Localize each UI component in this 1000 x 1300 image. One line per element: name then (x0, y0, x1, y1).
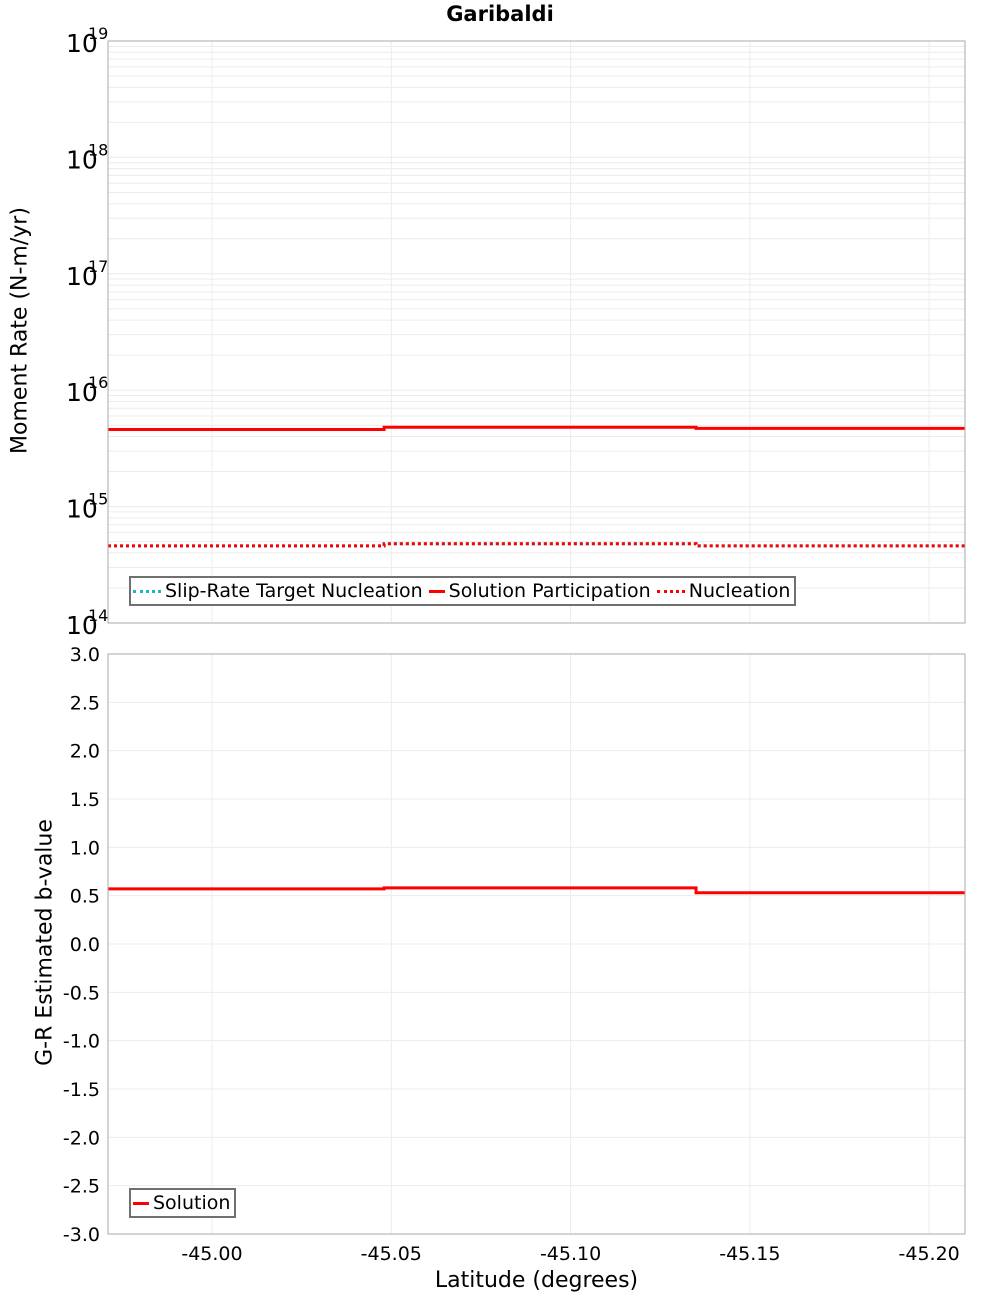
solid-line-swatch-icon (428, 589, 445, 593)
x-axis-label: Latitude (degrees) (434, 1268, 639, 1293)
y-tick-exponent: 14 (88, 606, 108, 625)
y-tick-label: 10 (66, 378, 98, 407)
bottom-legend: Solution (129, 1188, 237, 1218)
dotted-line-swatch-icon (656, 589, 685, 593)
y-tick-label: 10 (66, 29, 98, 58)
series-line (108, 886, 965, 895)
y-tick-label: 0.0 (70, 934, 100, 956)
legend-label: Solution (153, 1192, 231, 1214)
y-tick-label: 10 (66, 145, 98, 174)
y-tick-exponent: 16 (88, 373, 108, 392)
y-tick-label: -1.5 (63, 1079, 100, 1101)
x-tick-label: -45.05 (361, 1243, 422, 1265)
y-tick-label: -2.0 (63, 1127, 100, 1149)
legend-item-slip-rate-target: Slip-Rate Target Nucleation (133, 580, 423, 602)
legend-item-solution-participation: Solution Participation (428, 580, 651, 602)
y-tick-label: 1.5 (70, 789, 100, 811)
x-tick-label: -45.10 (540, 1243, 601, 1265)
y-tick-exponent: 18 (88, 140, 108, 159)
y-tick-label: 10 (66, 495, 98, 524)
dotted-line-swatch-icon (133, 589, 161, 593)
y-tick-exponent: 15 (88, 490, 108, 509)
y-tick-label: 1.0 (70, 837, 100, 859)
chart-title: Garibaldi (446, 2, 554, 26)
top-y-axis-label: Moment Rate (N-m/yr) (7, 207, 33, 454)
bottom-y-axis-label: G-R Estimated b-value (32, 819, 58, 1066)
bottom-plot: 3.0 2.5 2.0 1.5 1.0 0.5 0.0 -0.5 -1.0 -1.5 -2.0 -2.… (63, 644, 966, 1265)
series-line (108, 542, 965, 548)
x-tick-label: -45.15 (719, 1243, 780, 1265)
x-tick-label: -45.00 (181, 1243, 242, 1265)
y-tick-label: 10 (66, 262, 98, 291)
series-line (108, 425, 965, 431)
x-tick-label: -45.20 (899, 1243, 960, 1265)
y-tick-exponent: 19 (88, 24, 108, 43)
y-tick-label: 3.0 (70, 644, 100, 666)
y-tick-label: 10 (66, 611, 98, 640)
y-tick-label: 0.5 (70, 886, 100, 908)
y-tick-label: 2.0 (70, 741, 100, 763)
y-tick-label: -1.0 (63, 1031, 100, 1053)
legend-label: Solution Participation (448, 580, 651, 602)
y-tick-label: 2.5 (70, 692, 100, 714)
solid-line-swatch-icon (133, 1201, 149, 1205)
y-tick-exponent: 17 (88, 257, 108, 276)
legend-label: Nucleation (688, 580, 791, 602)
legend-item-nucleation: Nucleation (656, 580, 791, 602)
y-tick-label: -3.0 (63, 1224, 100, 1246)
y-tick-label: -2.5 (63, 1176, 100, 1198)
legend-item-solution: Solution (133, 1192, 230, 1214)
y-tick-label: -0.5 (63, 982, 100, 1004)
legend-label: Slip-Rate Target Nucleation (165, 580, 423, 602)
top-legend: Slip-Rate Target Nucleation Solution Par… (129, 576, 797, 606)
